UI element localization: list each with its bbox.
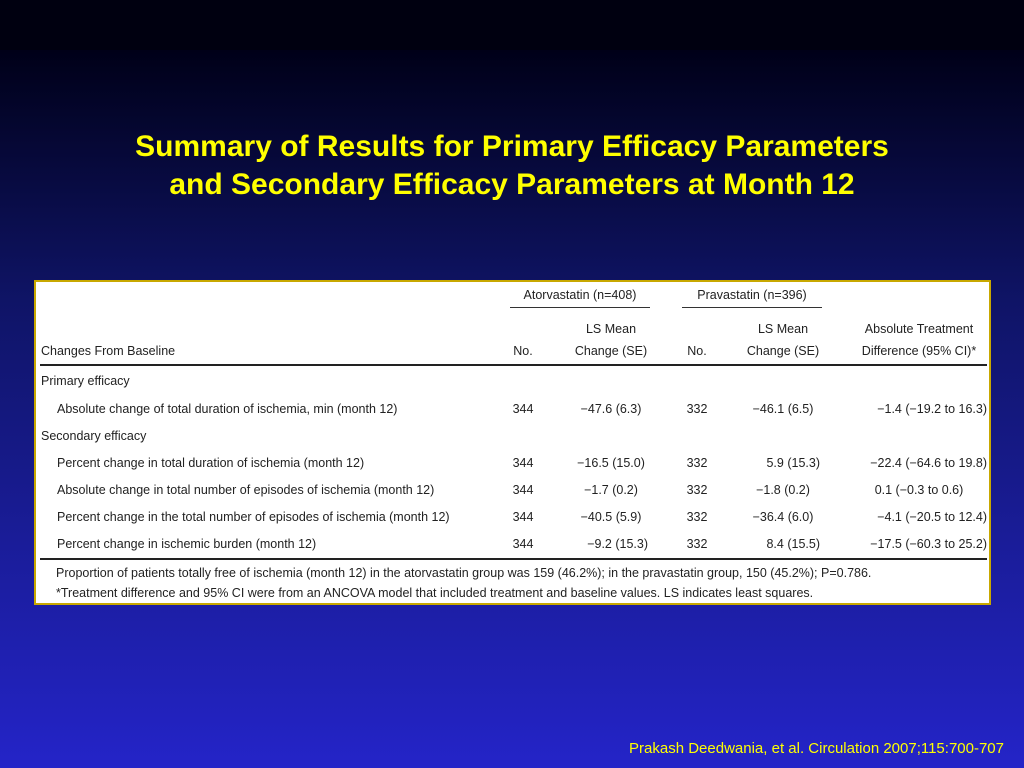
results-table: Atorvastatin (n=408) Pravastatin (n=396)… [34, 280, 991, 605]
row-label: Percent change in total duration of isch… [57, 456, 365, 470]
group-header-pravastatin: Pravastatin (n=396) [697, 288, 807, 302]
row-ls-a: −9.2 (15.3) [587, 537, 648, 551]
group-header-atorvastatin: Atorvastatin (n=408) [523, 288, 637, 302]
row-label: Absolute change in total number of episo… [57, 483, 435, 497]
row-diff: −22.4 (−64.6 to 19.8) [870, 456, 987, 470]
row-label: Percent change in ischemic burden (month… [57, 537, 317, 551]
row-no-a: 344 [512, 537, 534, 551]
col-header-ls-p-2: Change (SE) [746, 344, 820, 358]
row-no-a: 344 [512, 510, 534, 524]
row-ls-p: 5.9 (15.3) [766, 456, 820, 470]
row-label: Percent change in the total number of ep… [57, 510, 450, 524]
footnote-2: *Treatment difference and 95% CI were fr… [56, 586, 814, 600]
row-ls-a: −47.6 (6.3) [580, 402, 642, 416]
row-ls-a: −1.7 (0.2) [584, 483, 638, 497]
row-no-p: 332 [686, 456, 708, 470]
top-bar [0, 0, 1024, 50]
col-header-no-a: No. [513, 344, 533, 358]
col-header-ls-a-1: LS Mean [585, 322, 637, 336]
row-ls-p: 8.4 (15.5) [766, 537, 820, 551]
group-underline-pravastatin [682, 307, 822, 308]
section-primary: Primary efficacy [41, 374, 130, 388]
section-secondary: Secondary efficacy [41, 429, 147, 443]
row-ls-p: −46.1 (6.5) [752, 402, 814, 416]
row-label: Absolute change of total duration of isc… [57, 402, 398, 416]
row-ls-p: −1.8 (0.2) [756, 483, 810, 497]
row-diff: −4.1 (−20.5 to 12.4) [877, 510, 987, 524]
row-ls-a: −16.5 (15.0) [577, 456, 645, 470]
bottom-rule [40, 558, 987, 560]
row-no-p: 332 [686, 510, 708, 524]
citation: Prakash Deedwania, et al. Circulation 20… [629, 740, 1004, 757]
col-header-changes: Changes From Baseline [41, 344, 176, 358]
title-line-2: and Secondary Efficacy Parameters at Mon… [169, 168, 855, 201]
footnote-1: Proportion of patients totally free of i… [56, 566, 872, 580]
col-header-no-p: No. [687, 344, 707, 358]
row-no-p: 332 [686, 402, 708, 416]
row-diff: 0.1 (−0.3 to 0.6) [874, 483, 964, 497]
header-rule [40, 364, 987, 366]
col-header-abs-1: Absolute Treatment [864, 322, 974, 336]
row-ls-a: −40.5 (5.9) [580, 510, 642, 524]
row-no-a: 344 [512, 402, 534, 416]
group-underline-atorvastatin [510, 307, 650, 308]
col-header-ls-a-2: Change (SE) [574, 344, 648, 358]
col-header-abs-2: Difference (95% CI)* [861, 344, 977, 358]
row-no-p: 332 [686, 537, 708, 551]
row-no-p: 332 [686, 483, 708, 497]
row-ls-p: −36.4 (6.0) [752, 510, 814, 524]
row-diff: −17.5 (−60.3 to 25.2) [870, 537, 987, 551]
row-no-a: 344 [512, 456, 534, 470]
col-header-ls-p-1: LS Mean [757, 322, 809, 336]
slide-title: Summary of Results for Primary Efficacy … [0, 128, 1024, 204]
row-no-a: 344 [512, 483, 534, 497]
row-diff: −1.4 (−19.2 to 16.3) [877, 402, 987, 416]
title-line-1: Summary of Results for Primary Efficacy … [135, 130, 889, 163]
